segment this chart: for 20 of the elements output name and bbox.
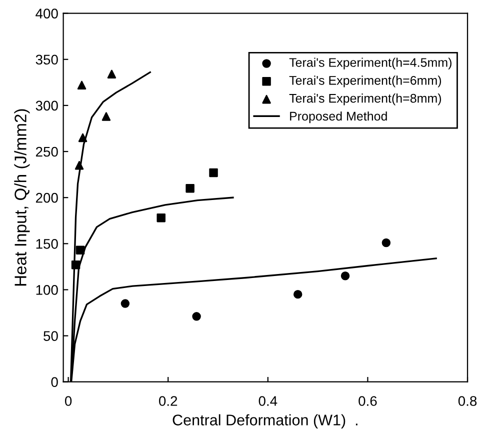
y-tick-label: 400 bbox=[36, 8, 58, 18]
y-tick-label: 250 bbox=[36, 146, 58, 157]
legend-label: Terai's Experiment(h=6mm) bbox=[289, 76, 442, 88]
x-tick-label: 0 bbox=[64, 396, 72, 406]
x-tick-label: 0.8 bbox=[458, 396, 477, 406]
y-tick-label: 200 bbox=[36, 192, 58, 203]
legend-label: Terai's Experiment(h=4.5mm) bbox=[289, 58, 452, 70]
legend-label: Terai's Experiment(h=8mm) bbox=[289, 94, 442, 106]
legend-label: Proposed Method bbox=[290, 111, 387, 124]
x-tick-label: 0.4 bbox=[258, 396, 278, 406]
y-tick-label: 350 bbox=[36, 54, 58, 65]
y-tick-label: 300 bbox=[36, 100, 58, 111]
y-tick-label: 150 bbox=[36, 238, 58, 249]
y-tick-label: 50 bbox=[44, 331, 58, 341]
y-tick-label: 100 bbox=[36, 285, 58, 295]
x-axis-title: Central Deformation (W1) . bbox=[172, 414, 358, 428]
y-axis-title: Heat Input, Q/h (J/mm2) bbox=[14, 109, 30, 286]
x-tick-label: 0.2 bbox=[158, 396, 178, 406]
y-tick-label: 0 bbox=[51, 377, 58, 388]
x-tick-label: 0.6 bbox=[358, 396, 377, 406]
